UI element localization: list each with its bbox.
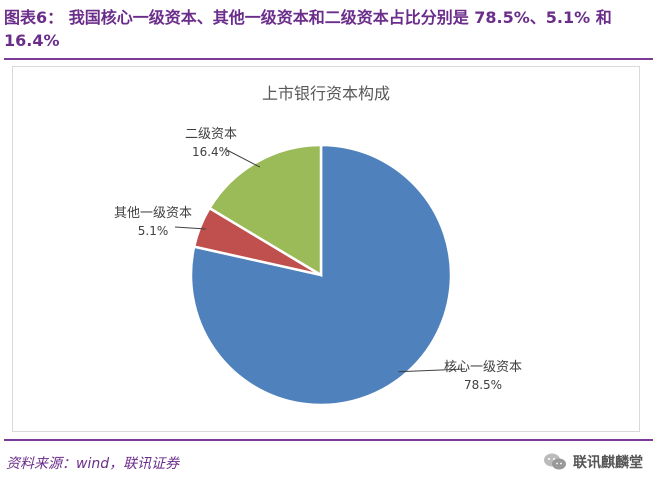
- slice-value-label: 5.1%: [138, 224, 169, 238]
- bottom-divider: [4, 439, 653, 441]
- leader-line: [174, 226, 206, 230]
- leader-line: [398, 368, 466, 373]
- leader-line: [224, 148, 261, 168]
- watermark-text: 联讯麒麟堂: [573, 455, 643, 471]
- slice-value-label: 16.4%: [192, 145, 230, 159]
- chart-title: 上市银行资本构成: [261, 84, 390, 103]
- slice-label: 核心一级资本: [444, 360, 522, 375]
- wechat-icon: [544, 453, 566, 470]
- chart-frame: 上市银行资本构成 核心一级资本 78.5% 其他一级资本 5.1% 二级资本 16.4%: [12, 66, 640, 432]
- figure-caption: 图表6： 我国核心一级资本、其他一级资本和二级资本占比分别是 78.5%、5.1…: [4, 8, 612, 50]
- top-divider: [4, 58, 653, 60]
- slice-label: 其他一级资本: [114, 206, 192, 221]
- pie-slice: [189, 143, 453, 407]
- pie-slice: [207, 143, 323, 278]
- pie-chart-svg: 核心一级资本 78.5% 其他一级资本 5.1% 二级资本 16.4%: [114, 127, 522, 407]
- slice-value-label: 78.5%: [464, 378, 502, 392]
- slice-label: 二级资本: [185, 127, 237, 142]
- source-note: 资料来源：wind，联讯证券: [6, 456, 180, 472]
- watermark: 联讯麒麟堂: [543, 452, 643, 472]
